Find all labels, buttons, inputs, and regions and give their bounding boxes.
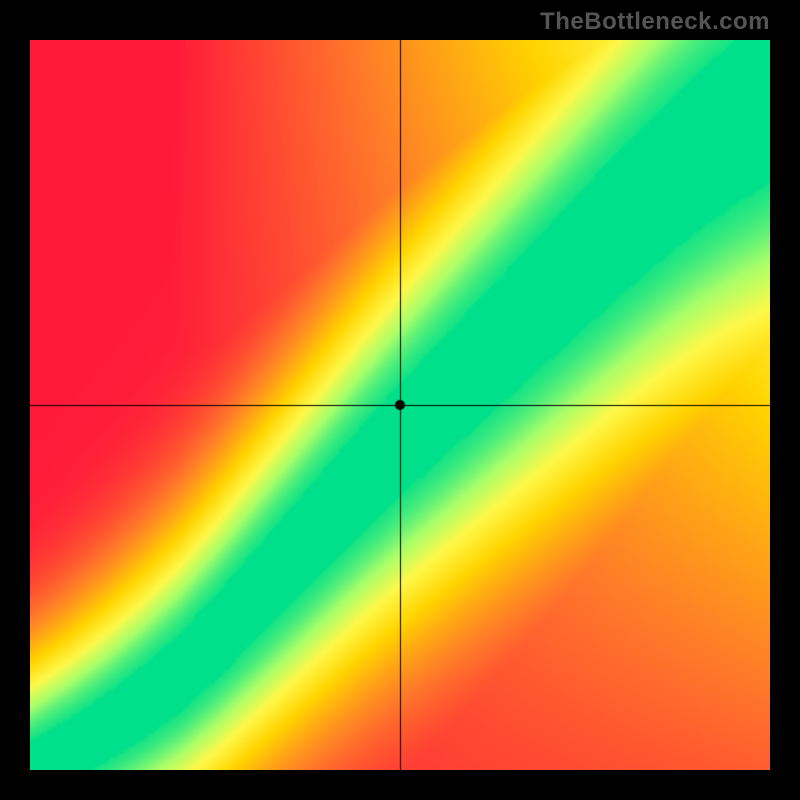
watermark-text: TheBottleneck.com — [540, 8, 770, 36]
bottleneck-heatmap — [30, 40, 770, 770]
